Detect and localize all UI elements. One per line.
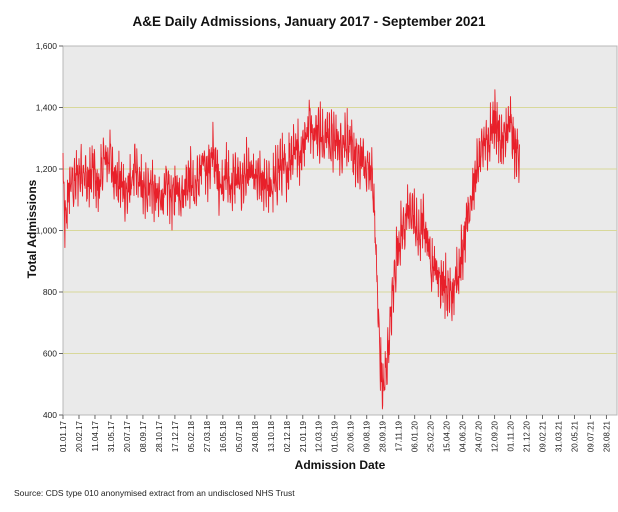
x-tick-label: 09.02.21	[539, 420, 548, 452]
y-tick-label: 400	[43, 410, 57, 420]
x-tick-label: 04.06.20	[459, 420, 468, 452]
x-tick-label: 05.07.18	[235, 420, 244, 452]
x-tick-label: 06.01.20	[411, 420, 420, 452]
x-tick-label: 01.05.19	[331, 420, 340, 452]
y-tick-label: 1,200	[36, 164, 58, 174]
y-tick-label: 600	[43, 349, 57, 359]
x-tick-label: 01.11.20	[507, 420, 516, 451]
x-tick-label: 08.09.17	[139, 420, 148, 452]
x-tick-label: 27.03.18	[203, 420, 212, 452]
x-tick-label: 28.09.19	[379, 420, 388, 452]
x-tick-label: 15.04.20	[443, 420, 452, 452]
x-tick-label: 25.02.20	[427, 420, 436, 452]
x-tick-label: 28.10.17	[155, 420, 164, 452]
x-tick-label: 31.03.21	[554, 420, 563, 452]
x-axis-label: Admission Date	[294, 458, 386, 472]
x-tick-label: 12.09.20	[491, 420, 500, 452]
x-tick-label: 24.07.20	[475, 420, 484, 452]
x-tick-label: 05.02.18	[187, 420, 196, 452]
x-tick-label: 13.10.18	[267, 420, 276, 452]
x-tick-label: 11.04.17	[91, 420, 100, 451]
chart-title: A&E Daily Admissions, January 2017 - Sep…	[132, 14, 486, 29]
source-note: Source: CDS type 010 anonymised extract …	[14, 488, 295, 498]
x-tick-label: 09.08.19	[363, 420, 372, 452]
x-tick-label: 20.07.17	[123, 420, 132, 452]
x-tick-label: 09.07.21	[586, 420, 595, 452]
x-tick-label: 02.12.18	[283, 420, 292, 452]
y-tick-label: 1,600	[36, 41, 58, 51]
x-tick-label: 21.12.20	[523, 420, 532, 452]
x-tick-label: 20.02.17	[75, 420, 84, 452]
y-tick-label: 800	[43, 287, 57, 297]
x-tick-label: 17.12.17	[171, 420, 180, 452]
y-tick-label: 1,400	[36, 103, 58, 113]
x-tick-label: 20.05.21	[570, 420, 579, 452]
x-tick-label: 01.01.17	[59, 420, 68, 452]
x-tick-label: 20.06.19	[347, 420, 356, 452]
x-tick-label: 16.05.18	[219, 420, 228, 452]
x-tick-label: 17.11.19	[395, 420, 404, 451]
x-tick-label: 21.01.19	[299, 420, 308, 452]
x-tick-label: 31.05.17	[107, 420, 116, 452]
x-tick-label: 12.03.19	[315, 420, 324, 452]
x-tick-label: 28.08.21	[602, 420, 611, 452]
x-tick-label: 24.08.18	[251, 420, 260, 452]
admissions-series-line	[62, 89, 520, 410]
y-tick-label: 1,000	[36, 226, 58, 236]
